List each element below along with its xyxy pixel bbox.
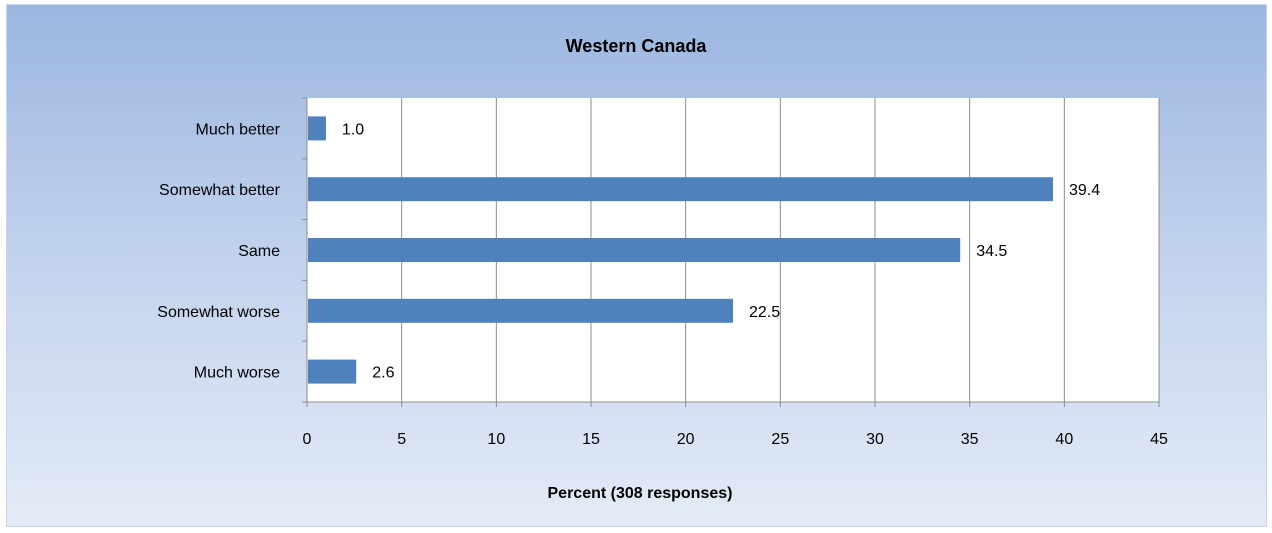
category-label: Much worse bbox=[194, 365, 280, 382]
data-label: 34.5 bbox=[976, 243, 1007, 260]
category-label: Somewhat better bbox=[159, 182, 281, 199]
x-tick-label: 25 bbox=[771, 431, 789, 448]
data-label: 2.6 bbox=[372, 365, 394, 382]
bar bbox=[308, 177, 1053, 202]
bars bbox=[308, 116, 1053, 384]
x-tick-label: 0 bbox=[303, 431, 312, 448]
bar bbox=[308, 359, 357, 384]
category-labels: Much better Somewhat better Same Somewhat w… bbox=[157, 121, 280, 381]
data-label: 22.5 bbox=[749, 304, 780, 321]
x-tick-label: 20 bbox=[677, 431, 695, 448]
x-tick-label: 5 bbox=[397, 431, 406, 448]
chart-title: Western Canada bbox=[566, 36, 708, 56]
category-label: Somewhat worse bbox=[157, 304, 280, 321]
data-labels: 1.0 39.4 34.5 22.5 2.6 bbox=[342, 121, 1100, 381]
bar bbox=[308, 116, 326, 141]
x-tick-label: 10 bbox=[487, 431, 505, 448]
bar bbox=[308, 298, 733, 323]
bar bbox=[308, 238, 961, 262]
x-axis-title: Percent (308 responses) bbox=[548, 485, 733, 502]
category-label: Much better bbox=[196, 121, 281, 138]
data-label: 1.0 bbox=[342, 121, 364, 138]
x-tick-label: 45 bbox=[1150, 431, 1168, 448]
x-tick-label: 30 bbox=[866, 431, 884, 448]
x-tick-label: 40 bbox=[1055, 431, 1073, 448]
category-label: Same bbox=[238, 243, 280, 260]
x-tick-labels: 0 5 10 15 20 25 30 35 40 45 bbox=[303, 431, 1168, 448]
data-label: 39.4 bbox=[1069, 182, 1100, 199]
x-tick-label: 15 bbox=[582, 431, 600, 448]
axes bbox=[302, 97, 1160, 407]
x-tick-label: 35 bbox=[961, 431, 979, 448]
